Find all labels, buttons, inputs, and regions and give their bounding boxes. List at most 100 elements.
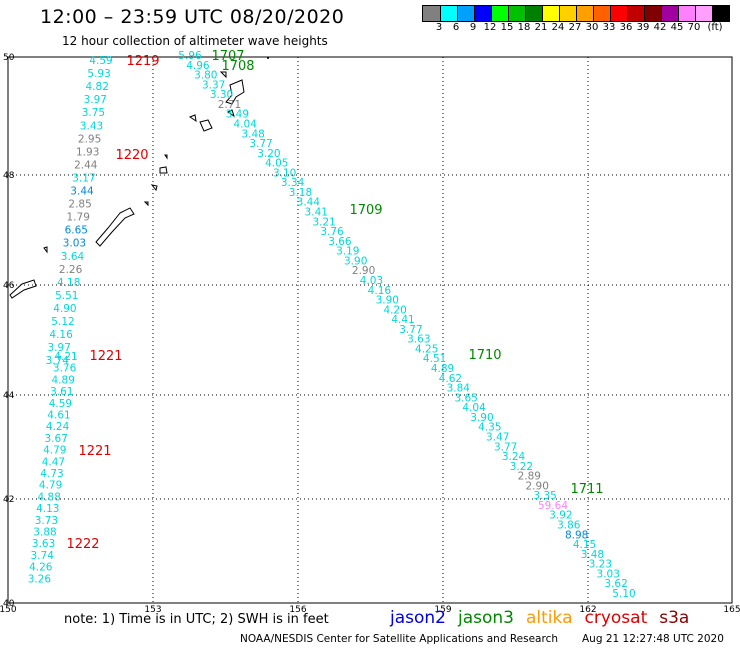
wave-height-value: 1.93 [76,146,99,158]
wave-height-value: 4.59 [89,55,112,67]
wave-height-value: 4.89 [431,363,454,375]
wave-height-value: 3.62 [604,578,627,590]
wave-height-value: 4.47 [42,456,65,468]
wave-height-value: 3.92 [549,510,572,522]
wave-height-value: 3.90 [376,295,399,307]
wave-height-value: 2.85 [68,199,91,211]
island-coastline [9,279,37,299]
color-scale-label: (ft) [707,22,723,33]
color-scale-label: 42 [653,22,667,33]
color-scale-label: 27 [568,22,582,33]
units-note: note: 1) Time is in UTC; 2) SWH is in fe… [64,612,329,627]
color-scale-label: 39 [636,22,650,33]
color-swatch [695,6,712,21]
wave-height-value: 3.63 [407,334,430,346]
island-coastline [164,154,168,160]
wave-height-value: 4.13 [36,503,59,515]
wave-height-value: 3.77 [249,138,272,150]
page-subtitle: 12 hour collection of altimeter wave hei… [62,34,328,48]
color-swatch [576,6,593,21]
island-coastline [188,114,197,123]
wave-height-value: 4.03 [360,275,383,287]
wave-height-value: 3.64 [61,251,85,263]
color-scale-label: 12 [483,22,497,33]
wave-height-value: 3.90 [470,412,493,424]
legend-cryosat: cryosat [584,608,648,628]
wave-height-value: 3.22 [510,461,533,473]
wave-height-value: 3.30 [210,89,233,101]
y-tick-label: 46 [3,281,15,291]
color-swatch [508,6,525,21]
wave-height-value: 4.05 [265,158,288,170]
color-swatch [423,6,440,21]
track-time-label: 1709 [349,203,382,218]
wave-height-value: 3.37 [202,79,225,91]
color-swatch [627,6,644,21]
wave-height-value: 3.19 [336,246,359,258]
wave-height-value: 3.24 [502,451,526,463]
wave-height-value: 3.49 [226,109,249,121]
color-swatch [661,6,678,21]
wave-height-value: 4.61 [47,410,70,422]
legend-jason3: jason3 [458,608,514,628]
color-scale-label: 15 [500,22,514,33]
wave-height-value: 3.17 [72,172,95,184]
wave-height-value: 4.51 [423,353,446,365]
legend-s3a: s3a [659,608,690,628]
wave-height-value: 3.75 [82,107,105,119]
color-scale-label: 70 [687,22,701,33]
color-scale-label: 9 [469,22,477,33]
wave-height-value: 4.79 [43,445,66,457]
color-swatch [712,6,729,21]
wave-height-value: 3.47 [486,431,509,443]
wave-height-value: 3.77 [494,441,517,453]
wave-height-value: 4.89 [52,374,75,386]
wave-height-value: 4.62 [439,373,462,385]
color-scale-label: 3 [435,22,443,33]
color-scale-label: 6 [452,22,460,33]
wave-height-value: 3.76 [53,363,77,375]
track-time-label: 1220 [115,148,148,163]
wave-height-value: 3.35 [533,490,556,502]
island-coastline [159,166,168,174]
wave-height-value: 3.43 [80,120,103,132]
island-coastline [43,246,48,254]
color-swatch [491,6,508,21]
wave-height-value: 4.88 [38,491,61,503]
color-scale-label: 33 [602,22,616,33]
wave-height-value: 3.97 [48,342,71,354]
wave-height-value: 3.77 [399,324,422,336]
x-tick-label: 162 [579,605,596,615]
wave-height-value: 3.18 [289,187,312,199]
x-tick-label: 156 [289,605,306,615]
color-swatch [559,6,576,21]
wave-height-value: 4.20 [383,304,406,316]
wave-height-value: 3.76 [320,226,344,238]
track-time-label: 1219 [126,54,159,69]
map-frame [7,56,733,604]
wave-height-value: 1.79 [67,212,90,224]
wave-height-value: 4.82 [86,81,109,93]
x-tick-label: 150 [0,605,17,615]
wave-height-value: 5.10 [612,588,635,600]
wave-height-value: 3.74 [46,355,70,367]
island-coastline [225,79,245,105]
wave-height-value: 3.41 [305,207,328,219]
credit-line: NOAA/NESDIS Center for Satellite Applica… [240,633,558,645]
wave-height-value: 3.61 [50,386,73,398]
wave-height-value: 3.03 [597,568,620,580]
wave-height-value: 4.04 [234,118,258,130]
island-coastline [150,184,158,192]
wave-height-value: 6.65 [65,225,88,237]
wave-height-value: 3.80 [194,70,217,82]
wave-height-value: 3.74 [31,550,55,562]
color-swatch [542,6,559,21]
wave-height-value: 2.26 [59,264,83,276]
wave-height-value: 2.89 [518,471,541,483]
island-coastline [95,207,135,247]
wave-height-value: 3.10 [273,167,296,179]
wave-height-value: 2.95 [78,133,101,145]
wave-height-value: 3.20 [257,148,280,160]
wave-height-value: 2.90 [526,480,549,492]
wave-height-value: 4.21 [54,351,77,363]
